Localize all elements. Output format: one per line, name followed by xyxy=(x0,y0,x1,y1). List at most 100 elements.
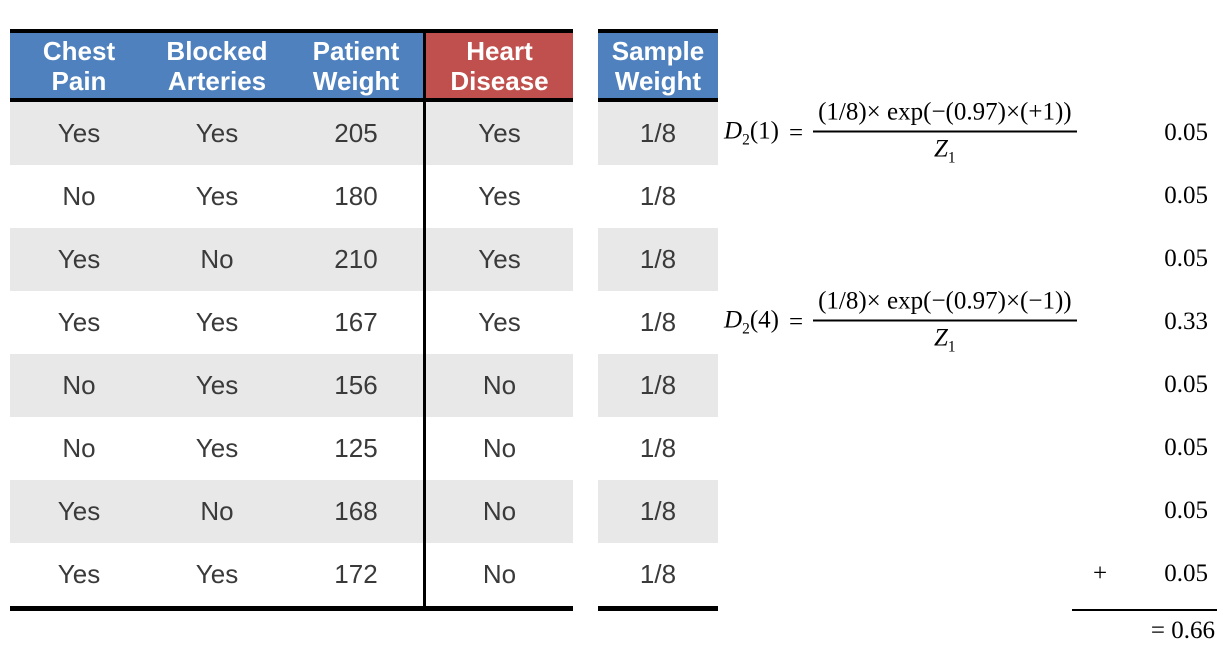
cell-heart-disease: Yes xyxy=(478,118,521,148)
table-row: Yes Yes 167 Yes xyxy=(10,291,573,354)
cell-patient-weight: 210 xyxy=(334,244,378,274)
formula-d2-1: D2(1) = (1/8)× exp(−(0.97)×(+1)) Z1 xyxy=(724,99,1077,168)
new-weight-value: 0.05 xyxy=(1164,245,1208,272)
table-row: Yes Yes 172 No xyxy=(10,543,573,606)
sum-total: = 0.66 xyxy=(1150,617,1215,644)
fraction-denominator: Z1 xyxy=(934,133,956,168)
cell-patient-weight: 205 xyxy=(334,118,378,148)
variable-d: D xyxy=(724,306,743,333)
header-bottom-rule xyxy=(598,98,718,102)
fraction-denominator: Z1 xyxy=(934,322,956,357)
header-label: Heart Disease xyxy=(450,35,549,96)
new-weight-value: 0.33 xyxy=(1164,308,1208,335)
table-row: 1/8 xyxy=(598,480,718,543)
subscript: 1 xyxy=(947,338,956,356)
table-top-rule xyxy=(10,29,573,33)
cell-blocked-arteries: No xyxy=(200,244,234,274)
table-top-rule xyxy=(598,29,718,33)
table-row: 1/8 xyxy=(598,165,718,228)
cell-heart-disease: Yes xyxy=(478,307,521,337)
cell-chest-pain: Yes xyxy=(57,496,101,526)
column-header-patient-weight: Patient Weight xyxy=(286,33,426,98)
formula-lhs: D2(4) xyxy=(724,306,779,338)
header-label: Blocked Arteries xyxy=(166,35,268,96)
cell-heart-disease: No xyxy=(482,496,517,526)
table-row: No Yes 156 No xyxy=(10,354,573,417)
cell-sample-weight: 1/8 xyxy=(639,307,677,337)
equals-sign: = xyxy=(788,119,804,146)
cell-blocked-arteries: Yes xyxy=(195,181,239,211)
fraction-numerator: (1/8)× exp(−(0.97)×(−1)) xyxy=(813,288,1077,322)
header-label: Sample Weight xyxy=(611,35,705,96)
cell-sample-weight: 1/8 xyxy=(639,433,677,463)
sum-rule-line xyxy=(1072,609,1217,611)
subscript: 1 xyxy=(947,149,956,167)
variable-z: Z xyxy=(934,135,948,163)
equals-sign: = xyxy=(788,308,804,335)
sample-weight-table: Sample Weight 1/8 1/8 1/8 1/8 1/8 1/8 1/… xyxy=(598,29,718,611)
variable-z: Z xyxy=(934,324,948,352)
cell-sample-weight: 1/8 xyxy=(639,496,677,526)
cell-blocked-arteries: Yes xyxy=(195,559,239,589)
cell-blocked-arteries: No xyxy=(200,496,234,526)
fraction: (1/8)× exp(−(0.97)×(−1)) Z1 xyxy=(813,288,1077,357)
cell-heart-disease: Yes xyxy=(478,181,521,211)
table-row: Yes No 210 Yes xyxy=(10,228,573,291)
table-row: Yes Yes 205 Yes xyxy=(10,102,573,165)
cell-sample-weight: 1/8 xyxy=(639,181,677,211)
new-weight-value: 0.05 xyxy=(1164,434,1208,461)
table-bottom-rule xyxy=(598,606,718,611)
table-row: 1/8 xyxy=(598,354,718,417)
new-weight-value: 0.05 xyxy=(1164,497,1208,524)
table-body: Yes Yes 205 Yes No Yes 180 Yes Yes No 21… xyxy=(10,102,573,606)
table-header-row: Chest Pain Blocked Arteries Patient Weig… xyxy=(10,33,573,98)
new-weight-value: 0.05 xyxy=(1164,182,1208,209)
fraction-numerator: (1/8)× exp(−(0.97)×(+1)) xyxy=(813,99,1077,133)
feature-label-separator-line xyxy=(423,29,426,611)
cell-chest-pain: Yes xyxy=(57,244,101,274)
variable-d: D xyxy=(724,117,743,144)
header-label: Chest Pain xyxy=(42,35,116,96)
table-header-row: Sample Weight xyxy=(598,33,718,98)
cell-chest-pain: Yes xyxy=(57,307,101,337)
cell-patient-weight: 180 xyxy=(334,181,378,211)
cell-sample-weight: 1/8 xyxy=(639,244,677,274)
formula-d2-4: D2(4) = (1/8)× exp(−(0.97)×(−1)) Z1 xyxy=(724,288,1077,357)
cell-chest-pain: Yes xyxy=(57,118,101,148)
cell-chest-pain: No xyxy=(62,181,96,211)
cell-sample-weight: 1/8 xyxy=(639,118,677,148)
cell-heart-disease: Yes xyxy=(478,244,521,274)
subscript: 2 xyxy=(742,320,750,337)
header-label: Patient Weight xyxy=(312,35,400,96)
table-row: Yes No 168 No xyxy=(10,480,573,543)
formula-argument: (1) xyxy=(749,117,779,144)
table-row: 1/8 xyxy=(598,102,718,165)
cell-chest-pain: No xyxy=(62,370,96,400)
plus-sign: + xyxy=(1092,560,1108,587)
cell-sample-weight: 1/8 xyxy=(639,370,677,400)
table-body: 1/8 1/8 1/8 1/8 1/8 1/8 1/8 1/8 xyxy=(598,102,718,606)
cell-blocked-arteries: Yes xyxy=(195,433,239,463)
header-bottom-rule xyxy=(10,98,573,102)
table-bottom-rule xyxy=(10,606,573,611)
cell-blocked-arteries: Yes xyxy=(195,370,239,400)
table-row: No Yes 125 No xyxy=(10,417,573,480)
column-header-blocked-arteries: Blocked Arteries xyxy=(148,33,286,98)
table-row: 1/8 xyxy=(598,417,718,480)
table-row: 1/8 xyxy=(598,291,718,354)
subscript: 2 xyxy=(742,131,750,148)
cell-sample-weight: 1/8 xyxy=(639,559,677,589)
patient-data-table: Chest Pain Blocked Arteries Patient Weig… xyxy=(10,29,573,611)
new-weight-value: 0.05 xyxy=(1164,371,1208,398)
cell-blocked-arteries: Yes xyxy=(195,118,239,148)
new-weight-value: 0.05 xyxy=(1164,119,1208,146)
fraction: (1/8)× exp(−(0.97)×(+1)) Z1 xyxy=(813,99,1077,168)
cell-chest-pain: Yes xyxy=(57,559,101,589)
cell-blocked-arteries: Yes xyxy=(195,307,239,337)
formula-argument: (4) xyxy=(749,306,779,333)
cell-heart-disease: No xyxy=(482,559,517,589)
table-row: 1/8 xyxy=(598,543,718,606)
cell-patient-weight: 125 xyxy=(334,433,378,463)
column-header-heart-disease: Heart Disease xyxy=(426,33,573,98)
cell-heart-disease: No xyxy=(482,433,517,463)
